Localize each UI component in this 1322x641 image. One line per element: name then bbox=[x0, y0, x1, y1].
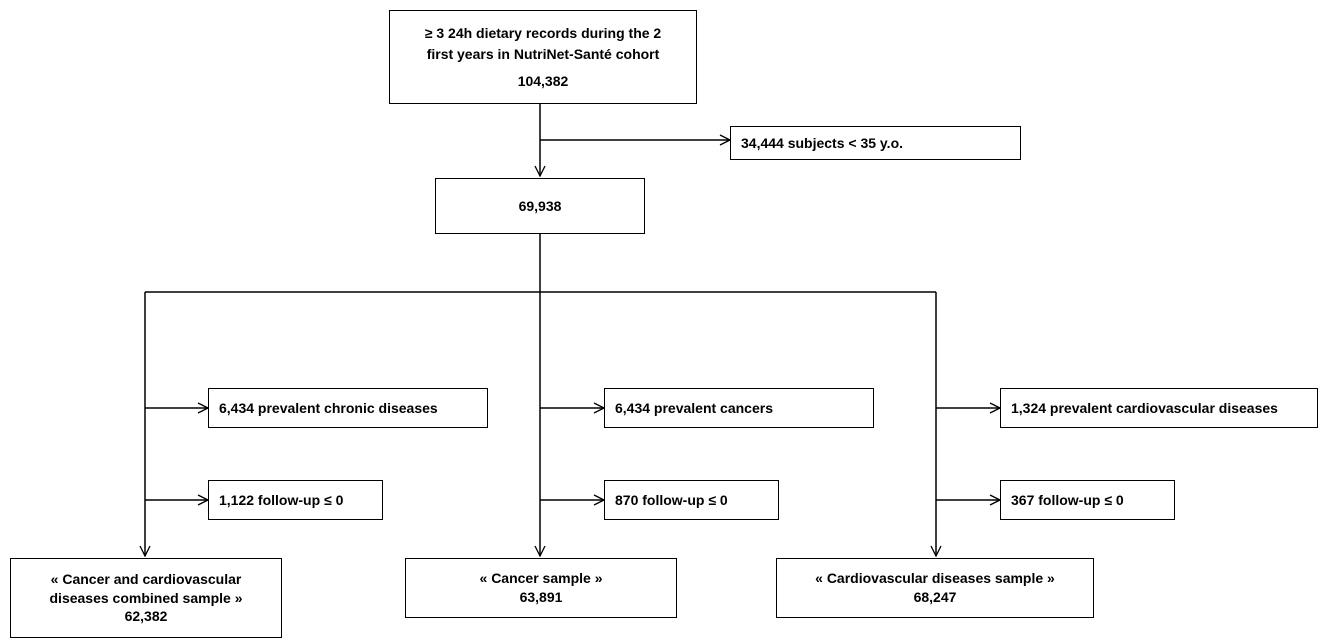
excl-chronic-box: 6,434 prevalent chronic diseases bbox=[208, 388, 488, 428]
excl-age-box: 34,444 subjects < 35 y.o. bbox=[730, 126, 1021, 160]
excl-followup-cvd-box: 367 follow-up ≤ 0 bbox=[1000, 480, 1175, 520]
cancer-sample-line1: « Cancer sample » bbox=[479, 570, 603, 587]
excl-cancers-box: 6,434 prevalent cancers bbox=[604, 388, 874, 428]
excl-cvd-label: 1,324 prevalent cardiovascular diseases bbox=[1011, 399, 1278, 416]
excl-age-label: 34,444 subjects < 35 y.o. bbox=[741, 134, 904, 151]
after-age-box: 69,938 bbox=[435, 178, 645, 234]
start-box: ≥ 3 24h dietary records during the 2 fir… bbox=[389, 10, 697, 104]
excl-followup-cancer-label: 870 follow-up ≤ 0 bbox=[615, 491, 728, 508]
excl-followup-cancer-box: 870 follow-up ≤ 0 bbox=[604, 480, 779, 520]
combined-sample-box: « Cancer and cardiovascular diseases com… bbox=[10, 558, 282, 638]
excl-cancers-label: 6,434 prevalent cancers bbox=[615, 399, 773, 416]
cancer-sample-box: « Cancer sample » 63,891 bbox=[405, 558, 677, 618]
excl-followup-cvd-label: 367 follow-up ≤ 0 bbox=[1011, 491, 1124, 508]
start-box-count: 104,382 bbox=[517, 72, 569, 89]
excl-cvd-box: 1,324 prevalent cardiovascular diseases bbox=[1000, 388, 1318, 428]
excl-chronic-label: 6,434 prevalent chronic diseases bbox=[219, 399, 438, 416]
cvd-sample-box: « Cardiovascular diseases sample » 68,24… bbox=[776, 558, 1094, 618]
start-box-line1: ≥ 3 24h dietary records during the 2 bbox=[424, 24, 662, 41]
excl-followup-combined-box: 1,122 follow-up ≤ 0 bbox=[208, 480, 383, 520]
after-age-count: 69,938 bbox=[518, 197, 562, 214]
cvd-sample-line1: « Cardiovascular diseases sample » bbox=[815, 570, 1055, 587]
excl-followup-combined-label: 1,122 follow-up ≤ 0 bbox=[219, 491, 344, 508]
combined-sample-count: 62,382 bbox=[124, 608, 168, 625]
cvd-sample-count: 68,247 bbox=[913, 589, 957, 605]
cancer-sample-count: 63,891 bbox=[519, 589, 563, 605]
combined-sample-line2: diseases combined sample » bbox=[49, 589, 243, 606]
combined-sample-line1: « Cancer and cardiovascular bbox=[50, 570, 242, 587]
start-box-line2: first years in NutriNet-Santé cohort bbox=[426, 45, 660, 62]
